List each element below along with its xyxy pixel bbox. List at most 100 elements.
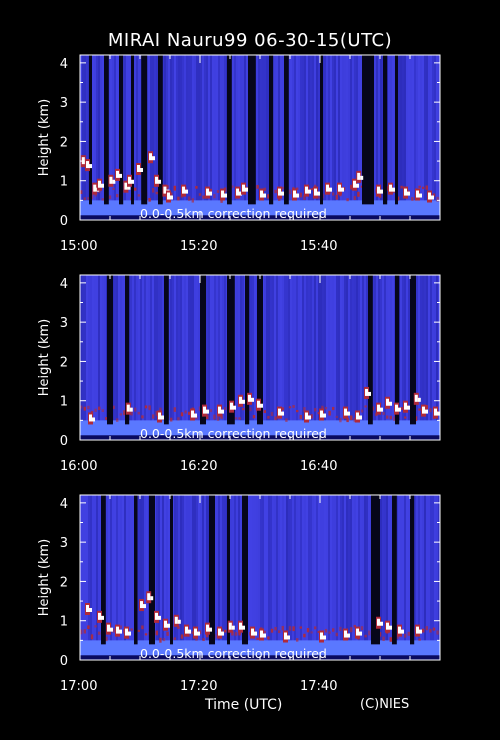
cloud-base-9 xyxy=(257,400,260,408)
cloud-base-10 xyxy=(155,176,158,184)
data-gap-0 xyxy=(89,55,92,205)
data-gap-5 xyxy=(158,55,163,205)
data-gap-5 xyxy=(245,275,250,425)
surface-band xyxy=(80,420,440,440)
cloud-base-19 xyxy=(278,188,281,196)
y-axis-label: Height (km) xyxy=(37,539,52,616)
cloud-base-8 xyxy=(137,165,140,172)
cloud-base-8 xyxy=(248,394,251,402)
cloud-base-25 xyxy=(353,180,356,188)
data-gap-8 xyxy=(269,55,274,205)
y-tick-label: 0 xyxy=(60,654,68,669)
cloud-base-4 xyxy=(109,176,113,184)
cloud-base-2 xyxy=(158,412,161,420)
cloud-base-3 xyxy=(116,626,119,634)
y-tick-label: 3 xyxy=(60,316,68,331)
data-gap-3 xyxy=(131,55,134,205)
cloud-base-8 xyxy=(164,620,167,628)
cloud-base-19 xyxy=(320,632,323,640)
data-gap-7 xyxy=(371,495,380,645)
data-gap-1 xyxy=(134,495,138,645)
cloud-base-21 xyxy=(305,186,308,194)
cloud-base-18 xyxy=(284,632,287,640)
cloud-base-23 xyxy=(326,184,329,192)
data-gap-1 xyxy=(125,275,130,425)
x-tick-label: 15:00 xyxy=(60,239,97,254)
cloud-base-5 xyxy=(140,601,143,609)
cloud-base-10 xyxy=(185,626,188,634)
surface-band xyxy=(80,640,440,660)
cloud-base-3 xyxy=(98,180,101,188)
cloud-base-0 xyxy=(81,157,85,165)
cloud-base-17 xyxy=(386,398,389,406)
x-tick-label: 15:40 xyxy=(300,239,337,254)
data-gap-9 xyxy=(410,275,416,425)
cloud-base-15 xyxy=(239,622,242,630)
x-tick-label: 16:40 xyxy=(300,459,337,474)
data-gap-4 xyxy=(141,55,148,205)
cloud-base-11 xyxy=(194,628,197,636)
data-gap-9 xyxy=(410,495,415,645)
data-gap-5 xyxy=(227,495,230,645)
data-gap-8 xyxy=(392,495,397,645)
y-axis-label: Height (km) xyxy=(37,319,52,396)
cloud-base-4 xyxy=(125,628,128,636)
data-gap-6 xyxy=(257,275,263,425)
cloud-base-7 xyxy=(155,612,158,620)
cloud-base-20 xyxy=(344,630,347,638)
y-tick-label: 2 xyxy=(60,575,68,590)
cloud-base-6 xyxy=(124,182,128,190)
y-tick-label: 4 xyxy=(60,497,68,512)
x-tick-label: 17:20 xyxy=(180,679,217,694)
correction-annotation: 0.0-0.5km correction required xyxy=(140,426,327,441)
data-gap-6 xyxy=(242,495,248,645)
cloud-base-16 xyxy=(377,404,380,412)
y-tick-label: 2 xyxy=(60,355,68,370)
cloud-base-13 xyxy=(218,628,221,636)
cloud-base-21 xyxy=(422,406,425,414)
cloud-base-18 xyxy=(395,404,398,412)
cloud-base-4 xyxy=(203,406,206,414)
data-gap-2 xyxy=(164,275,169,425)
x-tick-label: 16:20 xyxy=(180,459,217,474)
y-tick-label: 3 xyxy=(60,96,68,111)
x-tick-label: 15:20 xyxy=(180,239,217,254)
cloud-base-16 xyxy=(236,188,239,196)
data-gap-12 xyxy=(383,55,388,205)
cloud-base-2 xyxy=(107,624,110,632)
cloud-base-1 xyxy=(86,161,89,169)
panel-3: 0 1 2 3 4 Height (km) 17:00 17:20 17:40 0.0-0.5km… xyxy=(37,494,441,694)
cloud-base-13 xyxy=(344,408,347,416)
data-gap-13 xyxy=(395,55,398,205)
cloud-base-2 xyxy=(93,184,97,192)
y-tick-label: 0 xyxy=(60,434,68,449)
cloud-base-14 xyxy=(206,188,209,196)
data-gap-0 xyxy=(101,495,106,645)
cloud-base-15 xyxy=(365,388,368,396)
cloud-base-26 xyxy=(357,172,361,180)
cloud-base-25 xyxy=(416,626,419,634)
cloud-base-1 xyxy=(126,404,130,412)
cloud-base-17 xyxy=(242,184,245,192)
data-gap-0 xyxy=(107,275,113,425)
y-tick-label: 1 xyxy=(60,175,68,190)
cloud-base-7 xyxy=(239,396,242,404)
cloud-base-11 xyxy=(163,186,167,194)
y-tick-label: 2 xyxy=(60,135,68,150)
data-gap-9 xyxy=(284,55,289,205)
x-axis-label: Time (UTC) xyxy=(205,697,283,713)
cloud-base-24 xyxy=(398,626,401,634)
y-tick-label: 0 xyxy=(60,214,68,229)
data-gap-2 xyxy=(119,55,124,205)
data-gap-6 xyxy=(227,55,232,205)
cloud-base-13 xyxy=(182,186,185,194)
data-gap-7 xyxy=(368,275,373,425)
cloud-base-6 xyxy=(230,402,233,410)
cloud-base-0 xyxy=(89,414,92,422)
cloud-base-15 xyxy=(221,190,224,198)
y-tick-label: 3 xyxy=(60,536,68,551)
cloud-base-9 xyxy=(149,153,152,161)
data-gap-4 xyxy=(209,495,215,645)
cloud-base-22 xyxy=(434,408,437,416)
